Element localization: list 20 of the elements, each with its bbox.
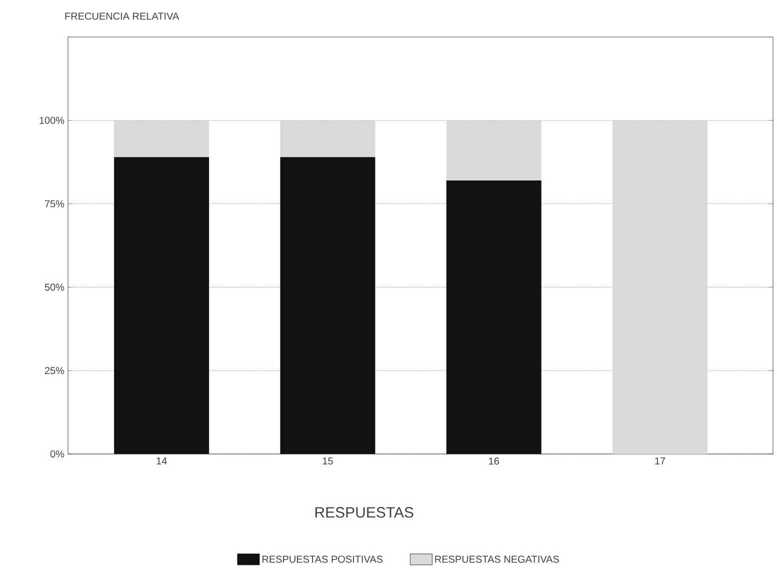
x-axis-title: RESPUESTAS xyxy=(315,507,414,518)
legend-label: RESPUESTAS POSITIVAS xyxy=(262,556,383,563)
bar xyxy=(280,157,376,454)
x-tick-label: 14 xyxy=(156,458,167,464)
bar xyxy=(446,180,542,454)
y-tick-label: 100% xyxy=(40,116,64,124)
x-tick-label: 15 xyxy=(322,458,333,464)
bar xyxy=(280,120,376,158)
legend-label: RESPUESTAS NEGATIVAS xyxy=(435,556,559,563)
bar xyxy=(114,157,210,454)
y-tick-label: 50% xyxy=(44,284,64,291)
bar xyxy=(114,120,210,158)
bar xyxy=(446,120,542,180)
y-tick-label: 75% xyxy=(44,200,64,208)
y-tick-label: 0% xyxy=(50,450,64,458)
x-tick-label: 17 xyxy=(655,458,666,464)
y-tick-label: 25% xyxy=(44,367,64,374)
x-tick-label: 16 xyxy=(489,458,499,465)
bar xyxy=(612,120,708,454)
y-axis-title: FRECUENCIA RELATIVA xyxy=(65,12,180,20)
